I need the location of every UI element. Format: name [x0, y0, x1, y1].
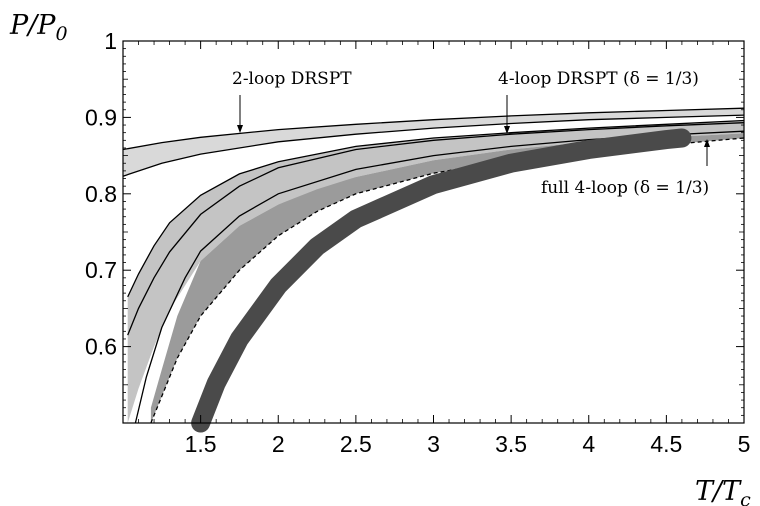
y-tick-label: 0.7	[85, 257, 117, 283]
annotation-4-loop-arrowhead	[504, 126, 510, 134]
series-line-3	[127, 122, 745, 336]
annotation-2-loop: 2-loop DRSPT	[232, 69, 352, 89]
x-tick-label: 2.5	[340, 431, 372, 457]
y-tick-label: 0.8	[85, 181, 117, 207]
bands-layer	[123, 108, 744, 423]
series-line-2	[127, 119, 745, 298]
y-tick-label: 0.6	[85, 334, 117, 360]
lines-layer	[122, 107, 745, 433]
ticks-layer	[123, 40, 745, 423]
annotation-2-loop-arrowhead	[237, 125, 243, 133]
series-line-4	[134, 130, 745, 424]
annotation-4-loop: 4-loop DRSPT (δ = 1/3)	[498, 69, 699, 89]
y-axis-title: P/P0	[9, 10, 68, 45]
annotation-full-4-loop: full 4-loop (δ = 1/3)	[541, 178, 709, 198]
x-tick-label: 2	[272, 431, 285, 457]
x-tick-label: 4.5	[650, 431, 682, 457]
x-tick-label: 5	[738, 431, 751, 457]
band-0	[123, 108, 744, 177]
tick-labels-layer: 1.5 2 2.5 3 3.5 4 4.5 5 0.6 0.7 0.8 0.9 1	[85, 28, 750, 457]
x-tick-label: 3.5	[495, 431, 527, 457]
x-axis-title: T/Tc	[695, 476, 751, 506]
annotation-full-4-loop-arrowhead	[704, 139, 710, 147]
series-line-6	[191, 128, 692, 433]
x-tick-label: 4	[582, 431, 595, 457]
x-tick-label: 1.5	[185, 431, 217, 457]
series-line-0	[122, 107, 745, 151]
y-tick-label: 1	[104, 28, 117, 54]
series-line-1	[122, 114, 745, 177]
y-tick-label: 0.9	[85, 104, 117, 130]
band-2	[150, 133, 744, 423]
band-1	[127, 120, 744, 423]
x-tick-label: 3	[427, 431, 440, 457]
